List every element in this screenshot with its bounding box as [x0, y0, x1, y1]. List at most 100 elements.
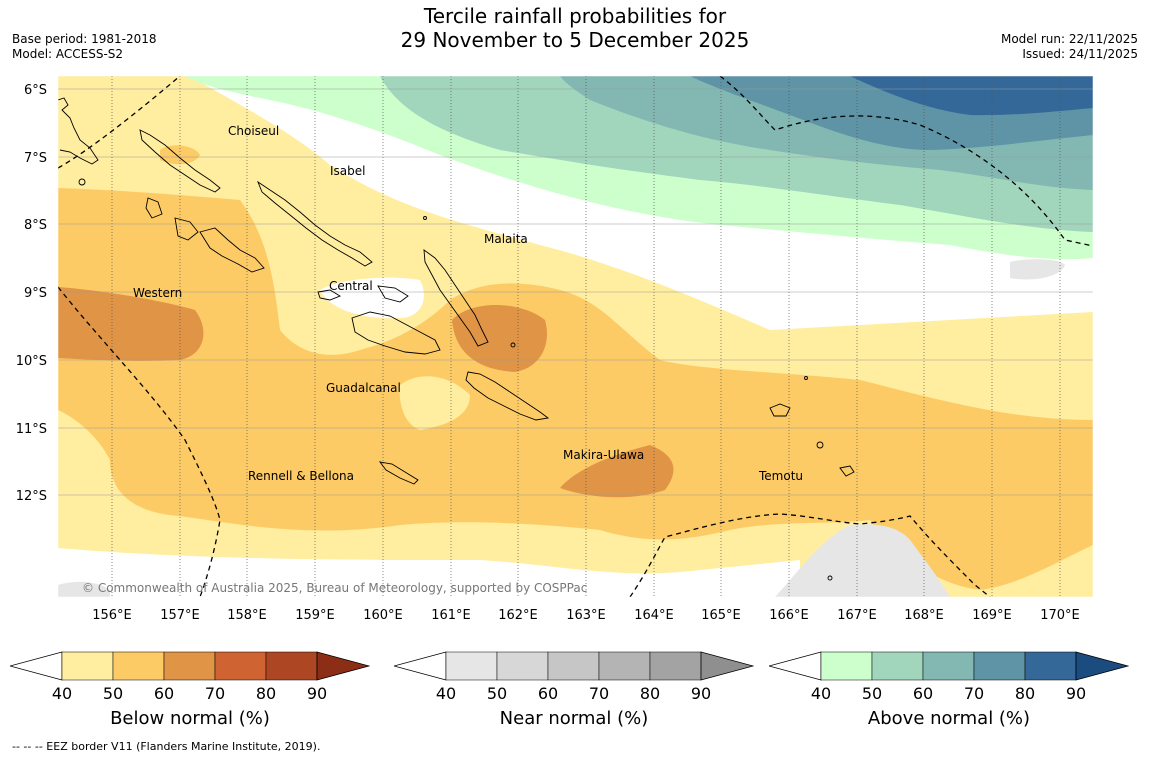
lon-tick: 167°E — [837, 608, 877, 623]
colorbar-tick: 90 — [690, 684, 712, 703]
eez-legend-footnote: -- -- -- EEZ border V11 (Flanders Marine… — [12, 740, 321, 753]
label-choiseul: Choiseul — [228, 124, 279, 138]
colorbar-segment — [496, 651, 549, 681]
white-gap-south — [58, 548, 800, 597]
colorbar-extension-low — [392, 651, 447, 681]
colorbar-extension-high — [700, 651, 755, 681]
colorbar-segment — [163, 651, 216, 681]
colorbar-segment — [973, 651, 1026, 681]
label-guadalcanal: Guadalcanal — [326, 381, 401, 395]
near-normal-patch-east — [1010, 259, 1065, 280]
colorbar-tick: 60 — [153, 684, 175, 703]
colorbar-near-normal: 40 50 60 70 80 90 Near normal (%) — [392, 650, 755, 740]
colorbar-tick: 50 — [486, 684, 508, 703]
eez-border — [58, 76, 1093, 597]
lon-tick: 170°E — [1040, 608, 1080, 623]
title-line-2: 29 November to 5 December 2025 — [400, 28, 750, 52]
label-isabel: Isabel — [330, 164, 365, 178]
colorbar-tick: 80 — [255, 684, 277, 703]
colorbar-tick: 70 — [963, 684, 985, 703]
colorbar-segment — [265, 651, 318, 681]
below-normal-60-70-makira — [560, 445, 674, 498]
colorbar-tick: 90 — [306, 684, 328, 703]
lon-tick: 168°E — [904, 608, 944, 623]
lon-tick: 157°E — [160, 608, 200, 623]
lon-axis: 156°E 157°E 158°E 159°E 160°E 161°E 162°… — [92, 608, 1080, 623]
vella-coast — [145, 197, 163, 219]
colorbar-tick: 70 — [588, 684, 610, 703]
makira-coast — [465, 371, 550, 421]
new-georgia-group — [199, 227, 265, 273]
lat-tick: 6°S — [24, 83, 47, 98]
colorbar-segment — [649, 651, 702, 681]
colorbar-segment — [445, 651, 498, 681]
above-normal-80-90-region — [850, 76, 1093, 116]
colorbar-near-normal-label: Near normal (%) — [499, 708, 649, 729]
colorbar-tick: 50 — [102, 684, 124, 703]
lat-tick: 9°S — [24, 286, 47, 301]
colorbar-below-normal-scale — [8, 651, 371, 681]
lon-tick: 164°E — [634, 608, 674, 623]
colorbar-segment — [112, 651, 165, 681]
lat-tick: 7°S — [24, 151, 47, 166]
lon-tick: 158°E — [227, 608, 267, 623]
colorbar-segment — [61, 651, 114, 681]
colorbar-tick: 50 — [861, 684, 883, 703]
province-labels: Choiseul Isabel Malaita Western Central … — [133, 124, 803, 483]
label-makira-ulawa: Makira-Ulawa — [563, 448, 644, 462]
guadalcanal-coast — [351, 311, 441, 355]
lon-tick: 162°E — [498, 608, 538, 623]
lon-tick: 160°E — [363, 608, 403, 623]
colorbar-extension-high — [1075, 651, 1130, 681]
lon-tick: 161°E — [431, 608, 471, 623]
copyright-text: © Commonwealth of Australia 2025, Bureau… — [82, 581, 587, 595]
below-normal-40-50-patch — [399, 376, 470, 430]
malaita-coast — [423, 249, 489, 347]
colorbar-segment — [547, 651, 600, 681]
coastlines — [58, 97, 855, 581]
colorbar-tick: 40 — [435, 684, 457, 703]
colorbar-near-normal-scale — [392, 651, 755, 681]
colorbar-tick: 40 — [51, 684, 73, 703]
choiseul-coast — [139, 129, 221, 193]
near-normal-patch-south — [775, 524, 950, 597]
colorbar-segment — [598, 651, 651, 681]
colorbar-below-normal-label: Below normal (%) — [110, 708, 270, 729]
label-western: Western — [133, 286, 182, 300]
colorbar-below-normal-ticks: 40 50 60 70 80 90 — [10, 684, 370, 704]
near-normal-patch-southwest — [58, 581, 110, 597]
issued-date: Issued: 24/11/2025 — [1022, 47, 1138, 61]
new-georgia-coast — [174, 217, 199, 241]
santa-cruz-coast — [769, 403, 855, 477]
lon-tick: 169°E — [972, 608, 1012, 623]
lat-tick: 11°S — [16, 422, 47, 437]
colorbar-segment — [871, 651, 924, 681]
probability-field: Choiseul Isabel Malaita Western Central … — [58, 76, 1093, 597]
colorbar-segment — [922, 651, 975, 681]
title-line-1: Tercile rainfall probabilities for — [423, 4, 727, 28]
central-islands — [317, 285, 409, 303]
colorbar-extension-high — [316, 651, 371, 681]
label-rennell-bellona: Rennell & Bellona — [248, 469, 354, 483]
colorbar-above-normal-label: Above normal (%) — [867, 708, 1031, 729]
colorbar-above-normal: 40 50 60 70 80 90 Above normal (%) — [767, 650, 1130, 740]
colorbar-above-normal-scale — [767, 651, 1130, 681]
below-normal-50-60-region — [58, 188, 1093, 590]
base-period: Base period: 1981-2018 — [12, 32, 157, 46]
rainfall-map: Choiseul Isabel Malaita Western Central … — [16, 75, 1094, 623]
lat-tick: 10°S — [16, 354, 47, 369]
label-central: Central — [329, 279, 373, 293]
colorbar-tick: 70 — [204, 684, 226, 703]
lat-tick: 12°S — [16, 489, 47, 504]
colorbar-extension-low — [8, 651, 63, 681]
colorbar-tick: 80 — [1014, 684, 1036, 703]
colorbar-tick: 60 — [537, 684, 559, 703]
model-name: Model: ACCESS-S2 — [12, 47, 124, 61]
lon-tick: 163°E — [566, 608, 606, 623]
lon-tick: 159°E — [295, 608, 335, 623]
white-patch-central — [320, 277, 424, 319]
colorbar-segment — [214, 651, 267, 681]
lon-tick: 165°E — [701, 608, 741, 623]
colorbar-tick: 80 — [639, 684, 661, 703]
lon-tick: 166°E — [769, 608, 809, 623]
